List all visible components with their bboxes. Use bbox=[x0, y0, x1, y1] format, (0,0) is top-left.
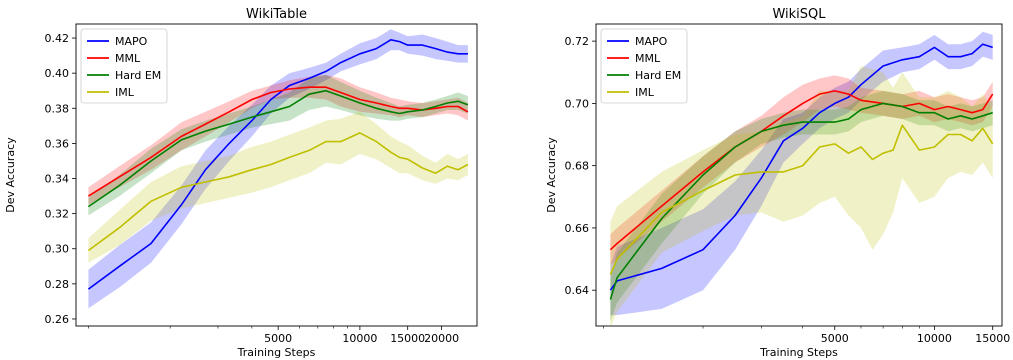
confidence-band-hard-em bbox=[610, 90, 993, 322]
confidence-band-hard-em bbox=[88, 74, 468, 216]
y-tick-label: 0.26 bbox=[45, 313, 70, 326]
chart-title: WikiTable bbox=[246, 7, 307, 22]
chart-panel-2: WikiSQL 0.64 0.66 0.68 0.70 0.72 5000 10000 1500… bbox=[545, 7, 1010, 359]
legend-label-hard-em: Hard EM bbox=[635, 69, 681, 82]
legend-label-mml: MML bbox=[635, 52, 661, 65]
legend: MAPO MML Hard EM IML bbox=[600, 28, 688, 104]
legend-label-hard-em: Hard EM bbox=[115, 69, 161, 82]
series-line-mapo bbox=[87, 38, 468, 290]
chart-title: WikiSQL bbox=[772, 7, 826, 22]
legend-box bbox=[600, 28, 688, 104]
y-tick-label: 0.36 bbox=[45, 137, 70, 150]
series-line-mapo bbox=[609, 43, 993, 291]
y-axis-label: Dev Accuracy bbox=[545, 137, 558, 213]
y-tick-label: 0.40 bbox=[45, 67, 70, 80]
legend-label-iml: IML bbox=[115, 86, 135, 99]
legend-label-iml: IML bbox=[635, 86, 655, 99]
series-line-mml bbox=[609, 90, 994, 251]
plot-area bbox=[87, 29, 469, 309]
confidence-band-mml bbox=[610, 75, 993, 266]
x-tick-label: 20000 bbox=[424, 332, 459, 345]
y-tick-label: 0.28 bbox=[45, 278, 70, 291]
x-tick-label: 5000 bbox=[821, 332, 849, 345]
axes-frame bbox=[75, 23, 478, 327]
series-line-hard-em bbox=[87, 89, 469, 208]
confidence-band-mapo bbox=[88, 29, 468, 309]
confidence-band-mapo bbox=[610, 31, 993, 316]
x-tick-label: 10000 bbox=[917, 332, 952, 345]
legend: MAPO MML Hard EM IML bbox=[80, 28, 168, 104]
y-tick-label: 0.66 bbox=[565, 222, 590, 235]
y-tick-label: 0.64 bbox=[565, 284, 590, 297]
y-tick-label: 0.38 bbox=[45, 102, 70, 115]
x-tick-label: 15000 bbox=[975, 332, 1010, 345]
plot-area bbox=[609, 31, 994, 326]
x-tick-label: 10000 bbox=[342, 332, 377, 345]
y-tick-label: 0.30 bbox=[45, 243, 70, 256]
axes-frame bbox=[595, 23, 1003, 327]
y-tick-label: 0.34 bbox=[45, 173, 70, 186]
legend-label-mapo: MAPO bbox=[635, 35, 668, 48]
y-tick-label: 0.72 bbox=[565, 35, 590, 48]
y-tick-label: 0.68 bbox=[565, 160, 590, 173]
x-tick-label: 15000 bbox=[390, 332, 425, 345]
series-line-iml bbox=[609, 124, 994, 275]
legend-label-mapo: MAPO bbox=[115, 35, 148, 48]
y-tick-label: 0.32 bbox=[45, 208, 70, 221]
confidence-band-iml bbox=[88, 111, 468, 263]
series-line-mml bbox=[87, 86, 469, 197]
series-line-iml bbox=[87, 132, 469, 252]
legend-label-mml: MML bbox=[115, 52, 141, 65]
x-axis-label: Training Steps bbox=[759, 346, 838, 359]
x-axis-label: Training Steps bbox=[237, 346, 316, 359]
series-line-hard-em bbox=[609, 102, 993, 300]
chart-panel-1: WikiTable 0.26 0.28 0.30 0.32 0.34 0.36 0.38 0.4… bbox=[4, 7, 478, 359]
y-tick-label: 0.70 bbox=[565, 97, 590, 110]
legend-box bbox=[80, 28, 168, 104]
confidence-band-iml bbox=[610, 66, 993, 326]
y-tick-label: 0.42 bbox=[45, 32, 70, 45]
x-tick-label: 5000 bbox=[264, 332, 292, 345]
y-axis-label: Dev Accuracy bbox=[4, 137, 17, 213]
